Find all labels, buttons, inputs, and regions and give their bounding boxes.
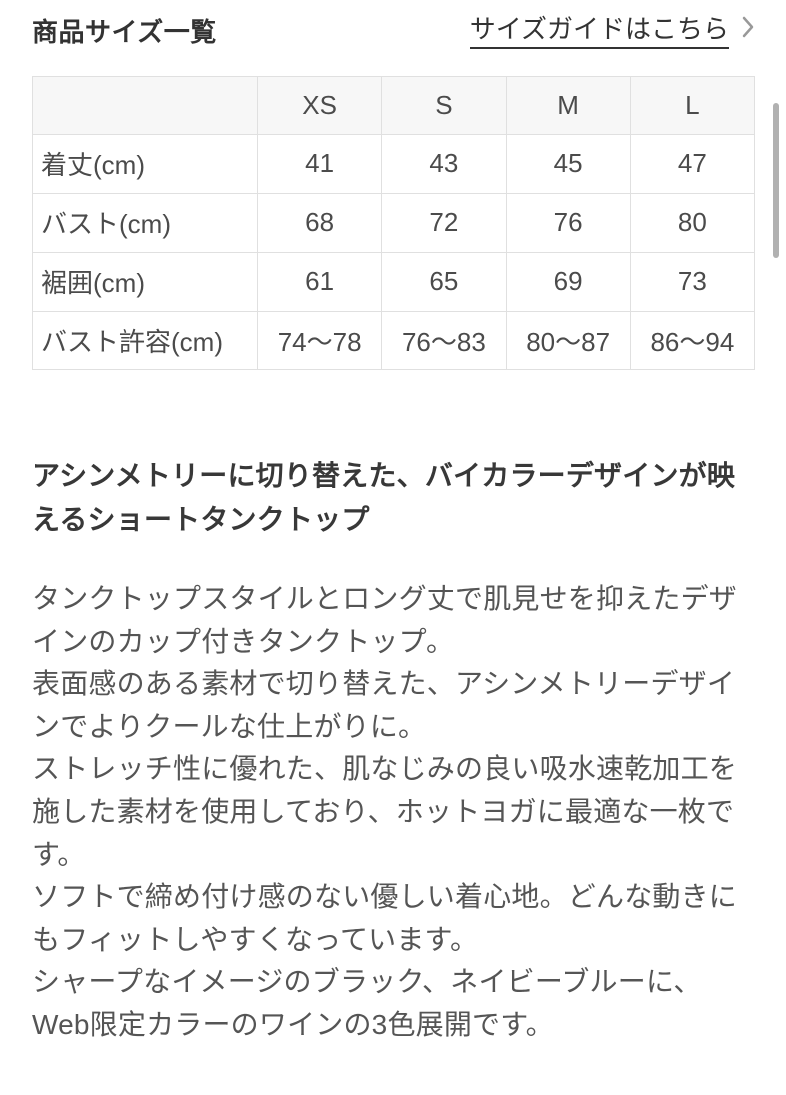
description-line: ストレッチ性に優れた、肌なじみの良い吸水速乾加工を施した素材を使用しており、ホッ…: [32, 753, 738, 870]
page-title: 商品サイズ一覧: [32, 17, 217, 48]
cell-hem-m: 69: [505, 251, 631, 312]
cell-length-s: 43: [381, 133, 507, 194]
row-label-bust-allowance: バスト許容(cm): [32, 310, 258, 370]
size-table-corner-cell: [32, 75, 258, 135]
size-table: XS S M L 着丈(cm) 41 43 45 47 バスト(cm) 68 7…: [32, 75, 756, 370]
cell-length-xs: 41: [256, 133, 383, 194]
chevron-right-icon: [741, 15, 755, 44]
product-size-section: 商品サイズ一覧 サイズガイドはこちら XS S M L: [0, 14, 786, 1046]
size-column-header-m: M: [505, 75, 631, 135]
table-row-bust: バスト(cm) 68 72 76 80: [32, 192, 756, 253]
cell-bust-m: 76: [505, 192, 631, 253]
cell-length-l: 47: [629, 133, 756, 194]
row-label-length: 着丈(cm): [32, 133, 258, 194]
cell-hem-xs: 61: [256, 251, 383, 312]
description-line: 表面感のある素材で切り替えた、アシンメトリーデザインでよりクールな仕上がりに。: [32, 668, 736, 742]
size-guide-link[interactable]: サイズガイドはこちら: [469, 14, 755, 49]
size-column-header-s: S: [381, 75, 507, 135]
size-guide-link-label: サイズガイドはこちら: [469, 14, 729, 49]
row-label-hem: 裾囲(cm): [32, 251, 258, 312]
cell-bust-allowance-m: 80〜87: [505, 310, 631, 370]
description-line: ソフトで締め付け感のない優しい着心地。どんな動きにもフィットしやすくなっています…: [32, 881, 738, 955]
product-description-heading: アシンメトリーに切り替えた、バイカラーデザインが映えるショートタンクトップ: [32, 459, 736, 535]
cell-bust-allowance-l: 86〜94: [629, 310, 756, 370]
size-column-header-xs: XS: [256, 75, 383, 135]
vertical-scrollbar-thumb[interactable]: [773, 103, 779, 258]
cell-bust-allowance-xs: 74〜78: [256, 310, 383, 370]
cell-hem-s: 65: [381, 251, 507, 312]
description-line: Web限定カラーのワインの3色展開です。: [32, 1008, 554, 1040]
size-section-header: 商品サイズ一覧 サイズガイドはこちら: [32, 14, 755, 49]
product-description-body: タンクトップスタイルとロング丈で肌見せを抑えたデザインのカップ付きタンクトップ。…: [32, 578, 755, 1046]
size-column-header-l: L: [629, 75, 756, 135]
table-row-bust-allowance: バスト許容(cm) 74〜78 76〜83 80〜87 86〜94: [32, 310, 756, 370]
cell-bust-l: 80: [629, 192, 756, 253]
cell-bust-xs: 68: [256, 192, 383, 253]
description-line: タンクトップスタイルとロング丈で肌見せを抑えたデザインのカップ付きタンクトップ。: [32, 583, 738, 657]
cell-bust-allowance-s: 76〜83: [381, 310, 507, 370]
size-table-header-row: XS S M L: [32, 75, 756, 135]
cell-hem-l: 73: [629, 251, 756, 312]
table-row-length: 着丈(cm) 41 43 45 47: [32, 133, 756, 194]
description-line: シャープなイメージのブラック、ネイビーブルーに、: [32, 966, 702, 998]
row-label-bust: バスト(cm): [32, 192, 258, 253]
cell-length-m: 45: [505, 133, 631, 194]
table-row-hem: 裾囲(cm) 61 65 69 73: [32, 251, 756, 312]
cell-bust-s: 72: [381, 192, 507, 253]
